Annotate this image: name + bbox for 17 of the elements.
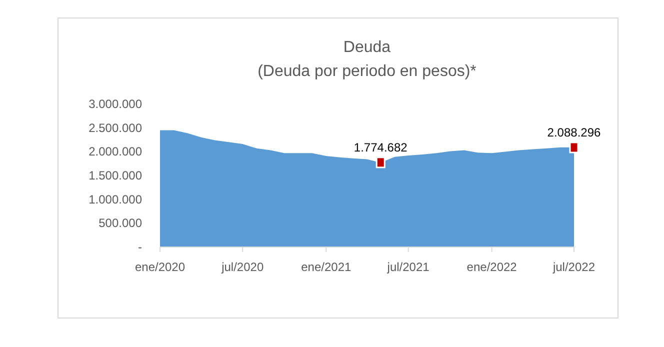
- data-label: 1.774.682: [354, 140, 408, 154]
- x-tick-label: ene/2021: [301, 260, 352, 274]
- y-tick-label: 500.000: [98, 216, 142, 230]
- x-tick-label: ene/2022: [466, 260, 518, 274]
- data-label: 2.088.296: [547, 125, 602, 140]
- y-tick-label: -: [138, 240, 142, 254]
- y-tick-label: 1.500.000: [88, 168, 142, 182]
- x-tick-label: jul/2020: [220, 260, 264, 274]
- y-tick-label: 2.000.000: [88, 144, 142, 159]
- y-tick-label: 2.500.000: [88, 120, 142, 135]
- x-tick-label: jul/2022: [552, 260, 596, 274]
- chart-title: Deuda: [343, 39, 391, 56]
- y-tick-label: 1.000.000: [88, 192, 142, 206]
- x-tick-label: ene/2020: [134, 260, 186, 274]
- x-tick-label: jul/2021: [386, 260, 430, 274]
- y-tick-label: 3.000.000: [88, 97, 142, 111]
- chart-subtitle: (Deuda por periodo en pesos)*: [258, 63, 476, 80]
